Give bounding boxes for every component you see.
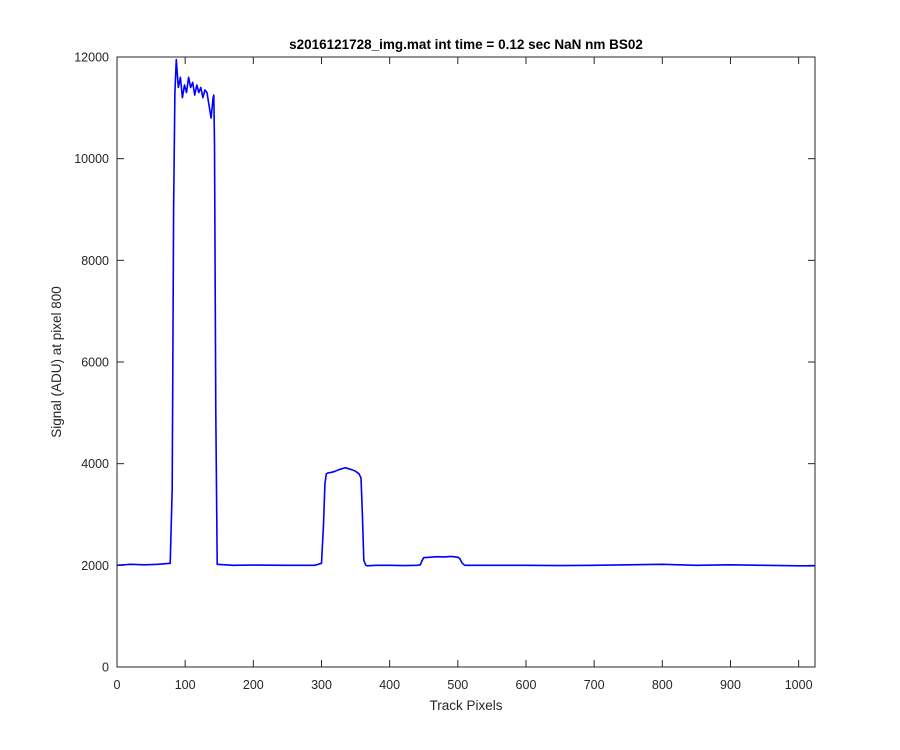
x-tick-label: 0 bbox=[114, 678, 121, 692]
plot-frame bbox=[116, 56, 816, 668]
x-tick-label: 1000 bbox=[785, 678, 813, 692]
x-tick-label: 300 bbox=[311, 678, 332, 692]
x-tick-label: 200 bbox=[243, 678, 264, 692]
x-tick-label: 500 bbox=[447, 678, 468, 692]
y-tick-label: 6000 bbox=[81, 356, 109, 370]
y-axis-ticks: 0 2000 4000 6000 8000 10000 12000 bbox=[74, 51, 815, 675]
x-tick-label: 900 bbox=[720, 678, 741, 692]
series-line bbox=[116, 58, 815, 567]
chart-title: s2016121728_img.mat int time = 0.12 sec … bbox=[289, 37, 643, 52]
x-axis-ticks: 0 100 200 300 400 500 600 700 800 900 1000 bbox=[114, 57, 813, 692]
y-tick-label: 2000 bbox=[81, 559, 109, 573]
y-tick-label: 10000 bbox=[74, 152, 109, 166]
x-tick-label: 400 bbox=[379, 678, 400, 692]
x-tick-label: 700 bbox=[584, 678, 605, 692]
x-tick-label: 600 bbox=[516, 678, 537, 692]
y-tick-label: 4000 bbox=[81, 457, 109, 471]
plot-area bbox=[117, 57, 815, 667]
y-tick-label: 0 bbox=[102, 661, 109, 675]
x-tick-label: 800 bbox=[652, 678, 673, 692]
x-axis-label: Track Pixels bbox=[429, 698, 502, 713]
x-tick-label: 100 bbox=[175, 678, 196, 692]
y-tick-label: 8000 bbox=[81, 254, 109, 268]
y-axis-label: Signal (ADU) at pixel 800 bbox=[49, 286, 64, 438]
y-tick-label: 12000 bbox=[74, 51, 109, 65]
